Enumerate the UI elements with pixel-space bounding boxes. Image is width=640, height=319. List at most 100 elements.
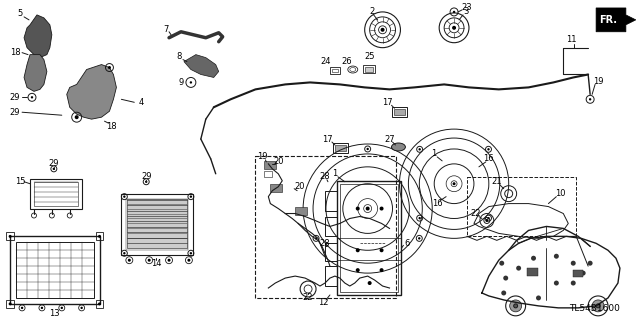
- Circle shape: [509, 300, 522, 312]
- Circle shape: [381, 28, 385, 32]
- Bar: [363, 64, 374, 73]
- Bar: [467, 177, 576, 236]
- Bar: [335, 145, 346, 151]
- Text: 29: 29: [141, 172, 152, 181]
- Circle shape: [75, 115, 79, 119]
- Circle shape: [9, 302, 12, 305]
- Text: 18: 18: [10, 48, 20, 57]
- Bar: [34, 182, 77, 205]
- Circle shape: [98, 302, 101, 305]
- Bar: [295, 207, 307, 214]
- Circle shape: [499, 261, 504, 266]
- Circle shape: [21, 307, 23, 309]
- Circle shape: [487, 148, 490, 151]
- Text: 8: 8: [176, 52, 182, 61]
- Text: 17: 17: [382, 98, 393, 107]
- Circle shape: [452, 26, 456, 30]
- Text: 2: 2: [369, 7, 374, 16]
- Text: 7: 7: [163, 25, 169, 34]
- Bar: [16, 242, 93, 298]
- Circle shape: [81, 307, 83, 309]
- Text: 12: 12: [317, 298, 328, 308]
- Bar: [325, 217, 337, 236]
- Circle shape: [516, 266, 521, 271]
- Circle shape: [596, 304, 600, 308]
- Circle shape: [589, 98, 591, 100]
- Circle shape: [571, 261, 576, 266]
- Polygon shape: [24, 15, 52, 58]
- Text: 20: 20: [273, 157, 284, 167]
- Text: 28: 28: [319, 172, 330, 181]
- Text: 1: 1: [332, 169, 337, 178]
- Text: 14: 14: [151, 259, 161, 268]
- Bar: [340, 184, 399, 292]
- Text: 1: 1: [431, 149, 437, 159]
- Text: 23: 23: [461, 4, 472, 12]
- Text: 6: 6: [404, 239, 410, 248]
- Text: 16: 16: [432, 199, 442, 208]
- Circle shape: [356, 268, 360, 272]
- Circle shape: [514, 304, 518, 308]
- Bar: [337, 181, 401, 295]
- Circle shape: [61, 307, 63, 309]
- Circle shape: [168, 259, 170, 262]
- Bar: [365, 67, 372, 71]
- Circle shape: [380, 207, 383, 211]
- Text: 22: 22: [303, 293, 314, 302]
- Text: 29: 29: [10, 108, 20, 117]
- Circle shape: [536, 295, 541, 300]
- Bar: [95, 300, 104, 308]
- Polygon shape: [596, 8, 636, 32]
- Bar: [325, 243, 337, 261]
- Circle shape: [356, 207, 360, 211]
- Bar: [126, 199, 188, 250]
- Text: 22: 22: [470, 209, 481, 218]
- Circle shape: [365, 207, 370, 211]
- Circle shape: [501, 291, 506, 295]
- Circle shape: [188, 259, 190, 262]
- Text: FR.: FR.: [599, 15, 617, 25]
- Circle shape: [554, 254, 559, 259]
- Bar: [394, 109, 405, 115]
- Text: 4: 4: [139, 98, 144, 107]
- Bar: [10, 236, 100, 304]
- Circle shape: [418, 237, 420, 240]
- Circle shape: [9, 235, 12, 238]
- Text: 11: 11: [566, 35, 577, 44]
- Circle shape: [452, 182, 456, 185]
- Bar: [127, 199, 187, 248]
- Bar: [255, 156, 396, 298]
- Text: 19: 19: [593, 77, 604, 86]
- Circle shape: [503, 276, 508, 281]
- Text: 29: 29: [10, 93, 20, 102]
- Text: 5: 5: [17, 9, 22, 19]
- Text: 20: 20: [295, 182, 305, 191]
- Text: 19: 19: [257, 152, 268, 161]
- Bar: [6, 300, 14, 308]
- Bar: [122, 194, 193, 255]
- Bar: [325, 266, 337, 286]
- Text: 9: 9: [179, 78, 184, 87]
- Text: 21: 21: [492, 177, 502, 186]
- Text: 28: 28: [319, 239, 330, 248]
- Text: 13: 13: [49, 309, 60, 318]
- Bar: [333, 143, 348, 153]
- Ellipse shape: [392, 143, 405, 151]
- Circle shape: [189, 252, 192, 255]
- Circle shape: [128, 259, 131, 262]
- Bar: [30, 179, 82, 209]
- Circle shape: [571, 281, 576, 286]
- Text: TL54B1600: TL54B1600: [569, 304, 620, 313]
- Circle shape: [554, 281, 559, 286]
- Circle shape: [367, 148, 369, 150]
- Polygon shape: [184, 55, 219, 78]
- Bar: [527, 268, 538, 276]
- Circle shape: [588, 261, 593, 266]
- Bar: [95, 233, 104, 240]
- Circle shape: [485, 219, 488, 222]
- Circle shape: [531, 256, 536, 261]
- Polygon shape: [67, 64, 116, 119]
- Text: 26: 26: [342, 57, 352, 66]
- Circle shape: [315, 237, 317, 240]
- Text: 17: 17: [322, 135, 332, 144]
